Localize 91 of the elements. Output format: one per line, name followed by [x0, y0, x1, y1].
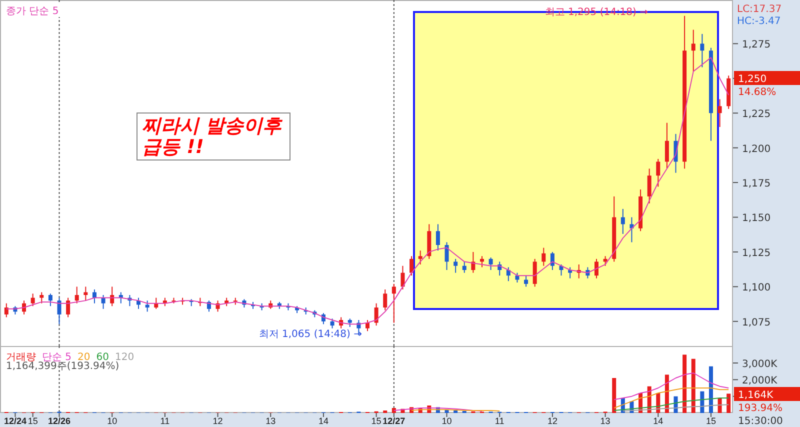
bar: [718, 398, 722, 413]
y-tick-label: 2,000K: [742, 376, 778, 387]
candlestick: [400, 265, 405, 290]
x-tick-label: 11: [160, 416, 170, 426]
candlestick: [330, 318, 334, 329]
text: 120: [115, 352, 134, 363]
candlestick: [74, 286, 79, 304]
candlestick: [524, 275, 528, 288]
y-tick-label: 1,075: [742, 317, 771, 328]
candlestick: [656, 158, 660, 188]
candlestick: [488, 257, 493, 271]
candlestick: [620, 208, 625, 234]
y-tick-label: 3,000K: [742, 359, 778, 370]
text: 1,164K: [738, 390, 774, 401]
candlestick: [568, 266, 572, 279]
candlestick: [700, 33, 704, 68]
candlestick: [84, 286, 88, 302]
x-tick-label: 12: [212, 416, 223, 426]
x-tick-label: 12/24: [4, 416, 26, 426]
text: 60: [96, 352, 110, 363]
candlestick: [471, 251, 476, 274]
candlestick: [647, 168, 652, 204]
candlestick: [110, 286, 114, 307]
candlestick: [118, 292, 123, 304]
y-tick-label: 1,125: [742, 248, 771, 259]
candlestick: [718, 98, 722, 128]
candlestick: [145, 300, 150, 312]
candlestick: [444, 242, 449, 271]
candlestick: [392, 283, 396, 324]
candlestick: [664, 122, 669, 170]
x-tick-label: 14: [318, 416, 328, 426]
bar: [612, 378, 616, 413]
candlestick: [66, 297, 70, 318]
x-tick-label: 12/26: [48, 416, 71, 426]
text: 단순 5: [42, 352, 72, 363]
text: 20: [78, 352, 90, 363]
text: 15:30:00: [738, 416, 783, 427]
bar: [708, 366, 713, 413]
candlestick: [594, 258, 598, 279]
candlestick: [630, 216, 634, 243]
annotation: 최저 1,065 (14:48) →: [258, 329, 362, 340]
candlestick: [366, 320, 370, 332]
x-tick-label: 10: [442, 416, 452, 426]
text: 1,250: [738, 74, 767, 85]
bar: [726, 394, 731, 413]
annotation: 1,164,399주(193.94%): [6, 361, 120, 372]
line-series: [614, 398, 730, 411]
bar: [392, 408, 396, 413]
text: 종가 단순 5: [6, 6, 59, 17]
candlestick: [480, 256, 484, 268]
x-tick-label: 13: [266, 416, 276, 426]
candlestick: [418, 250, 422, 265]
candlestick: [691, 29, 696, 72]
candlestick: [4, 302, 8, 318]
candlestick: [410, 256, 414, 276]
candlestick: [30, 293, 35, 307]
y-tick-label: 1,275: [742, 40, 771, 51]
candlestick: [374, 302, 378, 326]
candlestick: [436, 224, 440, 252]
text: 193.94%: [738, 403, 782, 414]
candlestick: [383, 288, 388, 311]
candlestick: [542, 247, 546, 266]
annotation: 찌라시 발송이후 급등 !!: [142, 115, 284, 158]
candlestick: [92, 288, 96, 304]
text: 거래량: [6, 352, 36, 363]
x-tick-label: 11: [494, 416, 504, 426]
candlestick: [454, 258, 458, 274]
candlestick: [40, 292, 44, 304]
x-tick-label: 12: [547, 416, 558, 426]
y-tick-label: 1,200: [742, 144, 771, 155]
y-tick-label: 1,150: [742, 213, 771, 224]
text: HC:-3.47: [737, 16, 781, 27]
text: LC:17.37: [737, 4, 782, 15]
line-series: [622, 404, 730, 412]
text: 14.68%: [738, 87, 776, 98]
candlestick: [462, 261, 466, 274]
x-tick-label: 12/27: [382, 416, 406, 426]
x-tick-label: 15: [28, 416, 38, 426]
x-tick-label: 15: [706, 416, 716, 426]
y-tick-label: 1,175: [742, 178, 771, 190]
x-tick-label: 15: [371, 416, 382, 426]
y-tick-label: 1,225: [742, 109, 771, 120]
candlestick: [550, 251, 554, 271]
x-tick-label: 14: [653, 416, 664, 426]
bar: [682, 354, 687, 413]
x-tick-label: 10: [107, 416, 118, 426]
x-tick-label: 13: [600, 416, 610, 426]
y-tick-label: 1,100: [742, 282, 771, 294]
candlestick: [48, 293, 52, 307]
candlestick: [57, 297, 62, 325]
candlestick: [532, 258, 537, 288]
